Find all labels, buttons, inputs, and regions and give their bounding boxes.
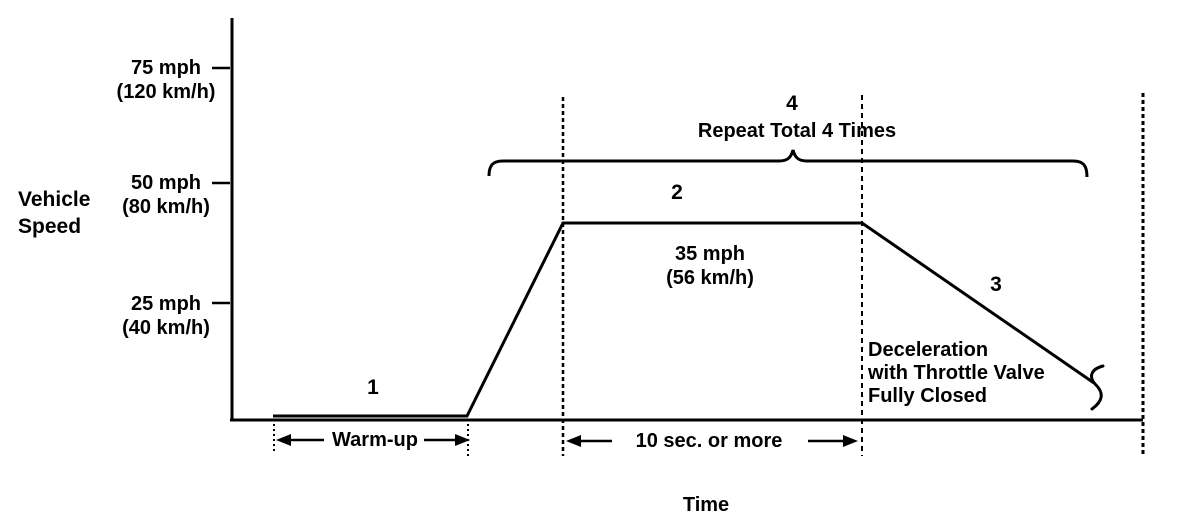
repeat-note: Repeat Total 4 Times <box>697 120 897 142</box>
warmup-arrow-right-head-icon <box>455 434 470 446</box>
y-tick-label-75mph: 75 mph (120 km/h) <box>116 57 216 103</box>
y-axis-title: Vehicle Speed <box>18 188 91 238</box>
deceleration-note: Deceleration with Throttle Valve Fully C… <box>868 339 1045 407</box>
cruise-speed-label: 35 mph (56 km/h) <box>666 243 754 289</box>
segment-4-number: 4 <box>786 92 798 115</box>
repeat-brace <box>487 149 1089 178</box>
warmup-arrow-left-head-icon <box>276 434 291 446</box>
cruise-duration-label: 10 sec. or more <box>635 430 783 452</box>
segment-2-number: 2 <box>671 181 683 204</box>
duration-arrow-right-head-icon <box>843 435 858 447</box>
duration-arrow-left-head-icon <box>566 435 581 447</box>
segment-3-number: 3 <box>990 273 1002 296</box>
x-axis-title: Time <box>682 494 730 516</box>
trace-continuation-squiggle <box>1090 364 1105 411</box>
segment-1-number: 1 <box>367 376 379 399</box>
y-tick-label-50mph: 50 mph (80 km/h) <box>122 172 210 218</box>
warmup-duration-label: Warm-up <box>332 429 418 451</box>
y-tick-label-25mph: 25 mph (40 km/h) <box>122 293 210 339</box>
